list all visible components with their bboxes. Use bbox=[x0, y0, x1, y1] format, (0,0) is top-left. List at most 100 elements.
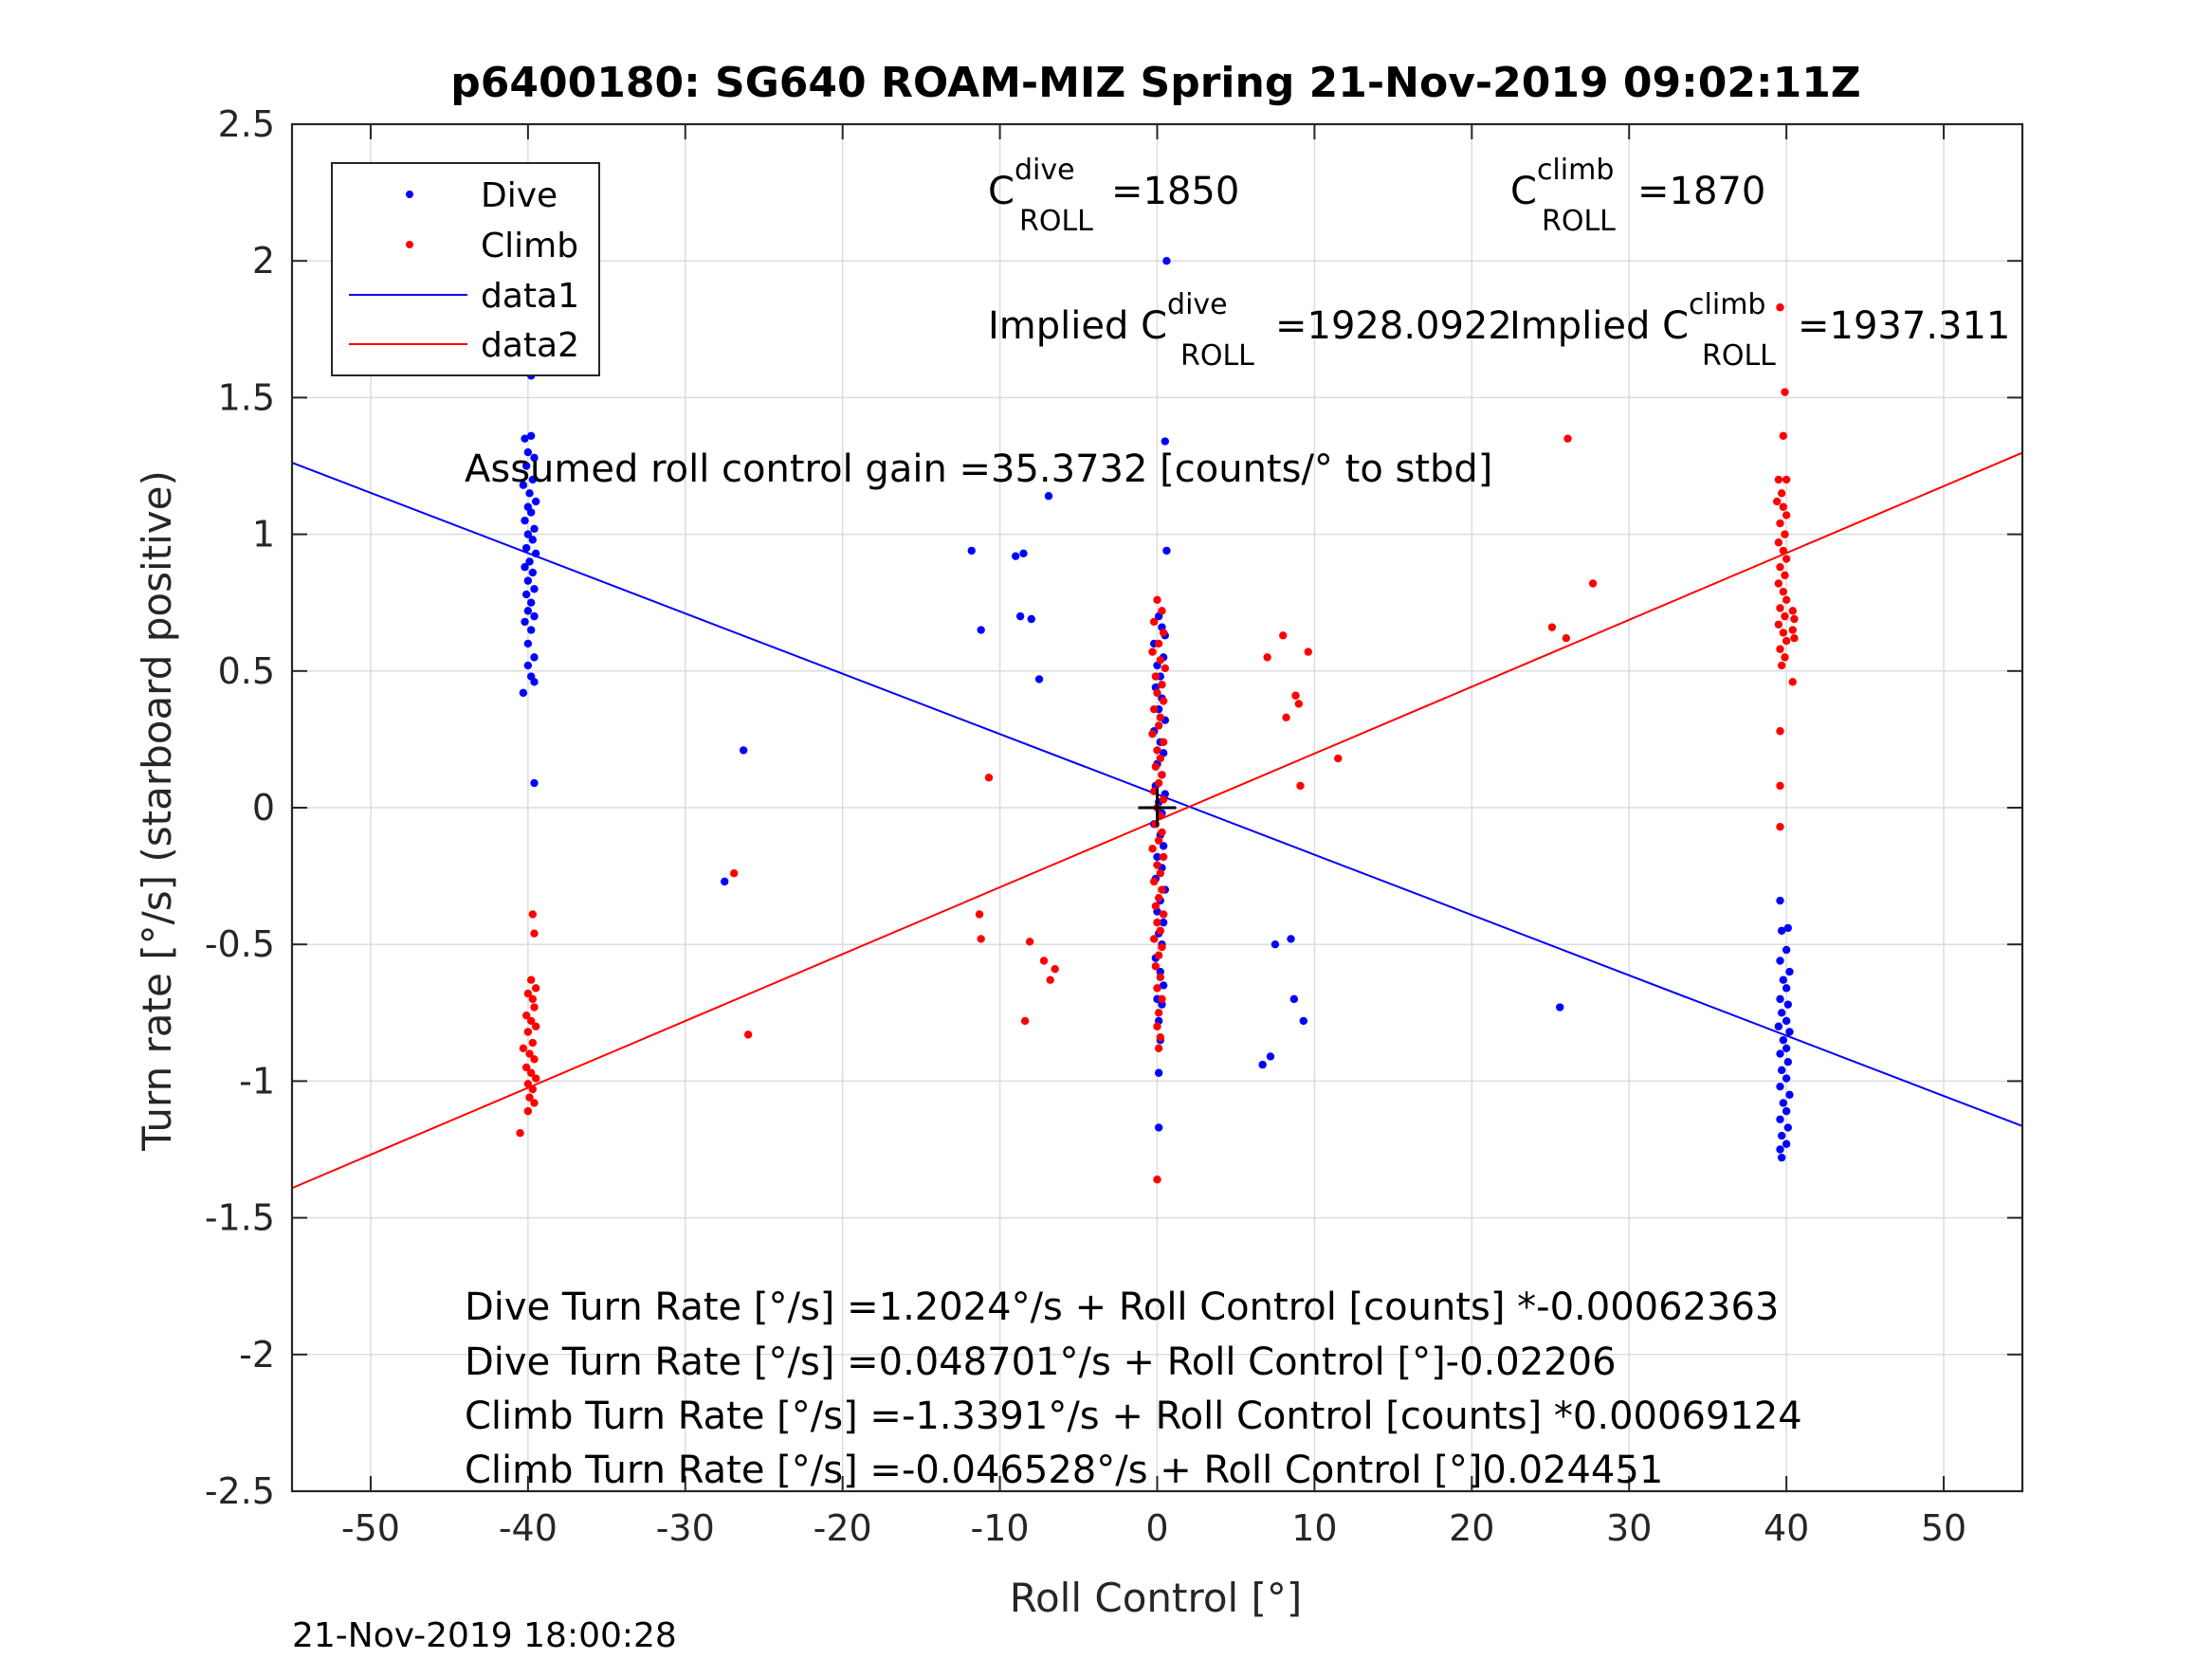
dive-point bbox=[1782, 1016, 1791, 1026]
climb-point bbox=[1154, 893, 1163, 902]
dive-point bbox=[1266, 1052, 1275, 1061]
x-tick-label: 20 bbox=[1449, 1507, 1494, 1549]
climb-point bbox=[1154, 1044, 1163, 1052]
climb-point bbox=[530, 1099, 539, 1107]
dive-point bbox=[523, 530, 533, 538]
equation-dive-counts: Dive Turn Rate [°/s] =1.2024°/s + Roll C… bbox=[465, 1285, 1779, 1329]
climb-point bbox=[523, 1106, 533, 1116]
equation-dive-degrees: Dive Turn Rate [°/s] =0.048701°/s + Roll… bbox=[465, 1340, 1617, 1384]
climb-point bbox=[1790, 614, 1799, 624]
climb-point bbox=[1776, 563, 1784, 572]
climb-point bbox=[1294, 700, 1304, 708]
x-tick-label: 50 bbox=[1921, 1507, 1966, 1549]
climb-point bbox=[1020, 1016, 1030, 1026]
climb-point bbox=[530, 1055, 539, 1064]
c-roll-dive-sup: dive bbox=[1015, 154, 1075, 187]
climb-point bbox=[1156, 656, 1165, 665]
climb-point bbox=[1148, 845, 1157, 853]
dive-point bbox=[1156, 967, 1165, 976]
dive-point bbox=[519, 481, 528, 489]
dive-point bbox=[530, 653, 539, 662]
dive-point bbox=[1776, 1049, 1784, 1058]
climb-point bbox=[1774, 538, 1783, 547]
climb-point bbox=[1158, 607, 1166, 615]
dive-point bbox=[721, 877, 729, 886]
legend-label-dive: Dive bbox=[481, 176, 558, 215]
climb-point bbox=[1781, 530, 1789, 538]
climb-point bbox=[1159, 910, 1168, 919]
dive-point bbox=[1782, 1074, 1791, 1083]
climb-point bbox=[1779, 431, 1788, 440]
c-roll-climb-base: C bbox=[1510, 170, 1537, 213]
dive-point bbox=[1783, 923, 1792, 933]
dive-point bbox=[525, 489, 534, 498]
x-tick-label: -50 bbox=[341, 1507, 400, 1549]
dive-point bbox=[1783, 1000, 1792, 1009]
climb-point bbox=[519, 1044, 528, 1052]
climb-point bbox=[1158, 828, 1166, 837]
y-tick-label: -2 bbox=[239, 1334, 275, 1376]
y-tick-label: 1 bbox=[252, 514, 275, 556]
dive-point bbox=[530, 453, 539, 463]
climb-point bbox=[1774, 579, 1783, 588]
climb-point bbox=[1158, 994, 1166, 1004]
implied-dive-sup: dive bbox=[1167, 288, 1228, 321]
equation-climb-degrees: Climb Turn Rate [°/s] =-0.046528°/s + Ro… bbox=[465, 1449, 1663, 1492]
climb-point bbox=[1051, 964, 1059, 974]
climb-point bbox=[1776, 604, 1784, 612]
dive-point bbox=[1162, 546, 1171, 556]
dive-point bbox=[1785, 967, 1794, 976]
climb-point bbox=[1156, 926, 1165, 935]
climb-point bbox=[1777, 489, 1786, 498]
x-tick-label: 10 bbox=[1291, 1507, 1337, 1549]
climb-point bbox=[523, 1080, 533, 1088]
x-tick-label: 30 bbox=[1606, 1507, 1652, 1549]
climb-point bbox=[1779, 629, 1788, 637]
x-axis-label: Roll Control [°] bbox=[1010, 1575, 1303, 1621]
dive-point bbox=[1782, 1139, 1791, 1148]
y-tick-label: -2.5 bbox=[205, 1470, 275, 1512]
dive-point bbox=[521, 434, 529, 443]
dive-point bbox=[739, 746, 748, 755]
dive-point bbox=[1776, 994, 1784, 1004]
dive-point bbox=[1289, 994, 1299, 1004]
climb-point bbox=[1296, 781, 1305, 791]
dive-point bbox=[1159, 981, 1168, 990]
dive-point bbox=[522, 590, 531, 599]
dive-point bbox=[522, 462, 531, 470]
climb-point bbox=[984, 774, 994, 782]
climb-point bbox=[1149, 877, 1159, 886]
dive-point bbox=[1044, 492, 1053, 501]
climb-point bbox=[1148, 647, 1157, 656]
climb-point bbox=[1046, 975, 1054, 984]
climb-point bbox=[1562, 633, 1571, 643]
c-roll-dive-base: C bbox=[988, 170, 1015, 213]
dive-point bbox=[525, 557, 534, 566]
climb-point bbox=[1153, 984, 1161, 993]
y-tick-label: -1 bbox=[239, 1060, 275, 1102]
climb-point bbox=[1154, 639, 1163, 648]
y-tick-label: 2 bbox=[252, 240, 275, 282]
dive-point bbox=[1027, 614, 1035, 624]
x-tick-label: -20 bbox=[814, 1507, 872, 1549]
climb-point bbox=[530, 1003, 539, 1012]
climb-point bbox=[1153, 688, 1161, 698]
climb-point bbox=[1291, 691, 1300, 700]
climb-point bbox=[1151, 762, 1161, 771]
dive-point bbox=[522, 543, 531, 553]
climb-point bbox=[1153, 595, 1161, 605]
climb-point bbox=[1159, 795, 1168, 804]
climb-point bbox=[526, 1016, 536, 1026]
climb-point bbox=[1279, 631, 1288, 640]
climb-point bbox=[525, 1093, 534, 1102]
climb-point bbox=[1154, 1009, 1163, 1017]
climb-point bbox=[1161, 664, 1169, 673]
climb-point bbox=[1039, 957, 1049, 965]
climb-point bbox=[1159, 852, 1168, 862]
c-roll-dive-annotation: Cdive ROLL =1850 bbox=[988, 154, 1239, 238]
climb-point bbox=[1153, 1022, 1161, 1030]
climb-point bbox=[1779, 546, 1788, 556]
x-tick-label: -30 bbox=[656, 1507, 715, 1549]
legend-label-data2: data2 bbox=[481, 326, 579, 365]
climb-point bbox=[977, 935, 985, 943]
